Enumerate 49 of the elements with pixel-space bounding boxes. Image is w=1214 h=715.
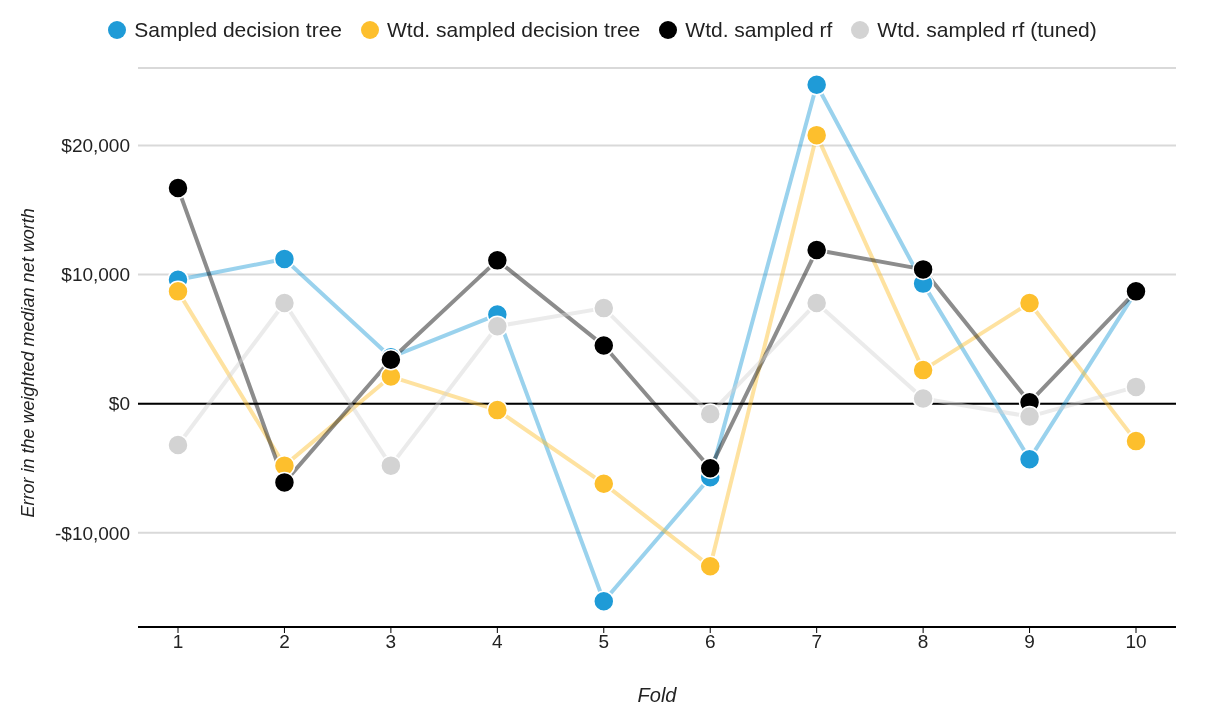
point (486, 399, 509, 421)
point (805, 292, 828, 314)
point (1018, 448, 1041, 470)
point (593, 472, 615, 495)
point (380, 454, 402, 477)
point (1018, 292, 1041, 314)
y-tick-label: $20,000 (61, 135, 130, 157)
point (593, 334, 615, 357)
point (912, 359, 934, 381)
y-tick-label: $10,000 (61, 264, 130, 286)
x-tick-label: 3 (385, 631, 397, 653)
y-axis-title: Error in the weighted median net worth (18, 208, 39, 518)
point (486, 249, 509, 272)
x-tick-label: 4 (492, 631, 504, 653)
point (805, 239, 828, 261)
point (486, 315, 509, 337)
legend-label: Sampled decision tree (134, 18, 343, 42)
point (167, 177, 189, 199)
point (167, 280, 189, 303)
x-tick-label: 9 (1024, 631, 1035, 653)
y-tick-label: -$10,000 (54, 522, 130, 544)
point (805, 74, 828, 96)
x-tick-label: 2 (279, 631, 290, 653)
y-tick-label: $0 (108, 393, 130, 415)
point (699, 403, 721, 425)
x-axis-title: Fold (637, 684, 678, 706)
point (912, 258, 934, 281)
point (273, 292, 296, 314)
x-tick-label: 1 (172, 631, 184, 653)
x-tick-label: 6 (704, 631, 716, 653)
legend-label: Wtd. sampled rf (685, 18, 833, 42)
point (912, 387, 934, 410)
point (699, 555, 721, 578)
x-tick-label: 7 (811, 631, 822, 653)
legend-label: Wtd. sampled decision tree (387, 18, 641, 42)
point (1125, 430, 1147, 452)
point (593, 297, 615, 319)
point (273, 471, 296, 494)
point (805, 124, 828, 146)
x-tick-label: 8 (917, 631, 929, 653)
x-tick-label: 5 (598, 631, 610, 653)
point (167, 434, 189, 456)
point (593, 590, 615, 612)
x-tick-label: 10 (1125, 631, 1147, 653)
legend-label: Wtd. sampled rf (tuned) (877, 18, 1097, 42)
point (273, 248, 296, 270)
point (699, 457, 721, 479)
point (1125, 376, 1147, 398)
point (1018, 405, 1041, 428)
